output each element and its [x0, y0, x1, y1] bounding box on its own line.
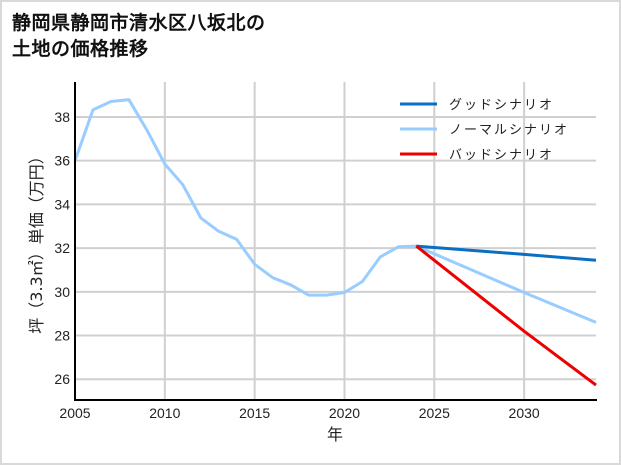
x-tick-label: 2010	[149, 405, 180, 421]
x-tick-label: 2025	[419, 405, 450, 421]
legend-label-bad: バッドシナリオ	[449, 148, 554, 163]
x-tick-label: 2015	[239, 405, 270, 421]
y-tick-label: 38	[54, 109, 70, 125]
y-tick-label: 30	[54, 284, 70, 300]
x-tick-labels: 2005 2010 2015 2020 2025 2030	[59, 405, 539, 421]
x-tick-label: 2030	[509, 405, 540, 421]
chart-title-line1: 静岡県静岡市清水区八坂北の	[12, 12, 266, 34]
chart-title: 静岡県静岡市清水区八坂北の 土地の価格推移	[12, 10, 266, 62]
y-tick-label: 26	[54, 371, 70, 387]
legend-label-normal: ノーマルシナリオ	[449, 123, 569, 138]
y-tick-label: 36	[54, 153, 70, 169]
y-tick-label: 28	[54, 328, 70, 344]
legend-label-good: グッドシナリオ	[449, 98, 554, 113]
chart-title-line2: 土地の価格推移	[12, 38, 149, 60]
x-tick-label: 2020	[329, 405, 360, 421]
x-tick-label: 2005	[59, 405, 90, 421]
series-lines	[73, 98, 597, 387]
y-tick-label: 32	[54, 240, 70, 256]
series-line-good	[416, 244, 597, 262]
series-line-bad	[415, 244, 597, 387]
y-tick-labels: 26 28 30 32 34 36 38	[54, 109, 70, 387]
axes	[74, 82, 597, 401]
y-tick-label: 34	[54, 196, 70, 212]
grid-lines	[75, 82, 596, 400]
series-line-normal	[73, 98, 597, 324]
y-axis-label: 坪（3.3㎡）単価（万円）	[27, 148, 46, 333]
x-axis-label: 年	[327, 425, 343, 444]
